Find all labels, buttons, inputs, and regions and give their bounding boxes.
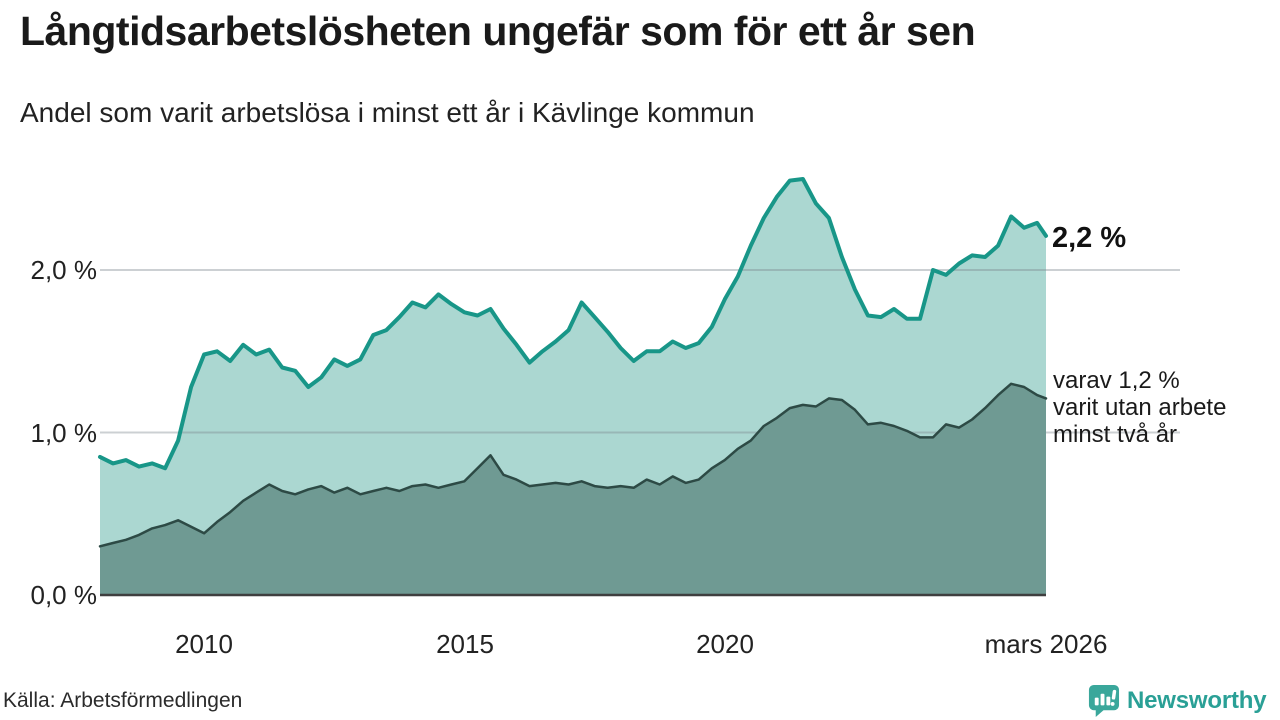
y-tick-label-2: 2,0 %: [30, 255, 98, 285]
x-tick-label-2015: 2015: [436, 629, 494, 659]
series-area-two-year: [100, 383, 1046, 595]
page-title: Långtidsarbetslösheten ungefär som för e…: [20, 8, 976, 54]
end-label-sub-line-1: varav 1,2 %: [1053, 367, 1180, 394]
end-label-sub: varav 1,2 % varit utan arbete minst två …: [1053, 367, 1226, 448]
brand-name: Newsworthy: [1127, 687, 1267, 714]
x-tick-label-2010: 2010: [175, 629, 233, 659]
end-label-sub-line-3: minst två år: [1053, 421, 1178, 448]
end-label-sub-line-2: varit utan arbete: [1053, 394, 1227, 421]
end-label-total: 2,2 %: [1052, 222, 1127, 254]
page-subtitle: Andel som varit arbetslösa i minst ett å…: [20, 97, 755, 128]
y-tick-label-0: 0,0 %: [30, 580, 98, 610]
y-tick-label-1: 1,0 %: [30, 418, 98, 448]
series-line-one-year: [98, 177, 1048, 471]
series-line-two-year: [98, 382, 1048, 548]
x-tick-label-mars-2026: mars 2026: [984, 629, 1108, 659]
newsworthy-logo: Newsworthy: [1087, 684, 1267, 718]
chart-bubble-icon: [1088, 684, 1120, 718]
x-tick-label-2020: 2020: [696, 629, 754, 659]
source-note: Källa: Arbetsförmedlingen: [3, 689, 243, 712]
